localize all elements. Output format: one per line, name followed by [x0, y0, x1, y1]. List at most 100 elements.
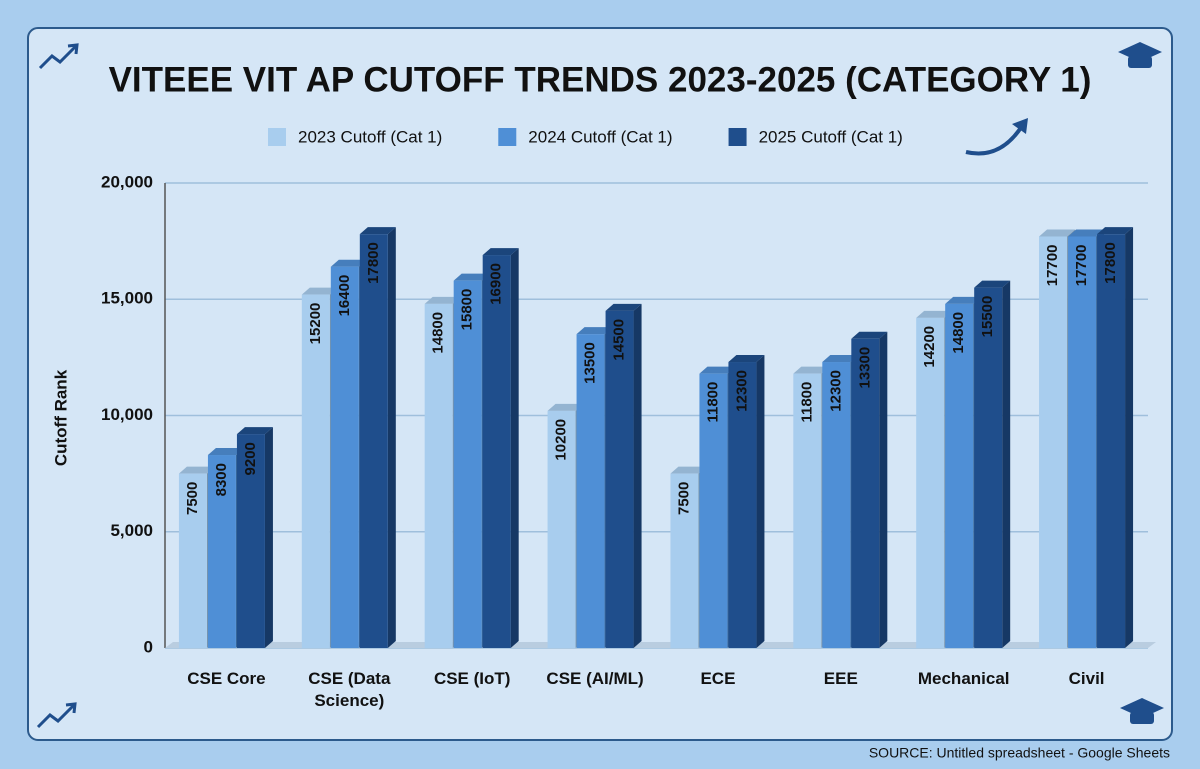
bar-top: [453, 273, 490, 281]
bar-top: [793, 366, 830, 374]
bar: [851, 338, 880, 648]
bar: [359, 234, 388, 648]
bar: [330, 266, 359, 648]
legend-label: 2025 Cutoff (Cat 1): [759, 127, 903, 146]
x-tick-label: EEE: [823, 669, 858, 688]
data-label: 17800: [1102, 242, 1119, 284]
chart-title: VITEEE VIT AP CUTOFF TRENDS 2023-2025 (C…: [109, 60, 1092, 99]
data-label: 17700: [1044, 244, 1061, 286]
bar: [1039, 236, 1068, 648]
y-tick-label: 10,000: [101, 405, 153, 424]
data-label: 10200: [553, 419, 570, 461]
bar-top: [547, 403, 584, 411]
source: SOURCE: Untitled spreadsheet - Google Sh…: [869, 745, 1170, 761]
y-tick-label: 5,000: [110, 521, 153, 540]
bar: [547, 410, 576, 648]
bar-top: [699, 366, 736, 374]
bar: [699, 373, 728, 648]
bar: [301, 294, 330, 648]
floor: [165, 642, 1156, 648]
legend-label: 2024 Cutoff (Cat 1): [528, 127, 672, 146]
cap-icon: [1118, 42, 1164, 724]
data-label: 14800: [430, 312, 447, 354]
bar-side: [879, 331, 888, 648]
data-label: 8300: [213, 463, 230, 496]
bar-top: [301, 287, 338, 295]
bar-side: [387, 227, 396, 648]
legend-label: 2023 Cutoff (Cat 1): [298, 127, 442, 146]
data-label: 16400: [336, 275, 353, 317]
data-label: 16900: [488, 263, 505, 305]
data-label: 15500: [979, 296, 996, 338]
bar: [1068, 236, 1097, 648]
bar-top: [851, 331, 888, 339]
x-tick-label: ECE: [700, 669, 736, 688]
data-label: 15200: [307, 303, 324, 345]
data-label: 12300: [733, 370, 750, 412]
bar: [945, 303, 974, 648]
x-tick-label: Mechanical: [917, 669, 1010, 688]
bar: [482, 255, 511, 648]
bar: [236, 434, 265, 648]
legend-swatch: [728, 128, 747, 146]
y-tick-label: 0: [144, 637, 153, 656]
bar-top: [207, 448, 244, 456]
data-label: 14500: [611, 319, 628, 361]
bar-side: [756, 355, 765, 648]
data-label: 12300: [827, 370, 844, 412]
data-label: 14800: [950, 312, 967, 354]
legend-swatch: [268, 128, 286, 146]
data-label: 7500: [675, 482, 692, 515]
bar-top: [945, 296, 982, 304]
y-tick-label: 20,000: [101, 172, 153, 191]
bar: [207, 455, 236, 648]
data-label: 7500: [184, 482, 201, 515]
x-tick-label: CSE Core: [187, 669, 266, 688]
bar-top: [424, 296, 461, 304]
y-tick-label: 15,000: [101, 289, 153, 308]
bar-top: [330, 259, 367, 267]
bar: [1097, 234, 1126, 648]
bar: [178, 473, 207, 648]
data-label: 14200: [921, 326, 938, 368]
bar-top: [670, 466, 707, 474]
data-label: 17800: [365, 242, 382, 284]
bar-top: [822, 355, 859, 363]
bar: [822, 362, 851, 648]
bar-top: [482, 248, 519, 256]
bar: [670, 473, 699, 648]
legend-swatch: [498, 128, 517, 146]
bar: [916, 317, 945, 648]
bar: [605, 310, 634, 648]
trend-icon: [36, 43, 79, 729]
bar-top: [605, 303, 642, 311]
bar: [974, 287, 1003, 648]
bar-top: [178, 466, 215, 474]
data-label: 13300: [856, 347, 873, 389]
bar: [453, 280, 482, 648]
x-tick-label: CSE (Data Science): [308, 669, 391, 710]
bar-top: [916, 310, 953, 318]
x-tick-label: CSE (AI/ML): [546, 669, 644, 688]
arrow-icon: [1012, 118, 1028, 134]
bar: [793, 373, 822, 648]
x-tick-label: CSE (IoT): [433, 669, 511, 688]
y-axis-label: Cutoff Rank: [51, 369, 70, 466]
bar-side: [633, 303, 642, 648]
bar-side: [510, 248, 519, 648]
bar-top: [1068, 229, 1105, 237]
data-label: 11800: [798, 382, 815, 423]
bar-top: [974, 280, 1011, 288]
bar-side: [264, 427, 273, 648]
bar: [424, 303, 453, 648]
data-label: 9200: [242, 442, 259, 475]
bar-top: [236, 427, 273, 435]
bar-top: [728, 355, 765, 363]
data-label: 11800: [704, 382, 721, 423]
bar-top: [1039, 229, 1076, 237]
bar-top: [1097, 227, 1134, 235]
arrow-icon: [965, 124, 1024, 156]
data-label: 13500: [582, 342, 599, 384]
